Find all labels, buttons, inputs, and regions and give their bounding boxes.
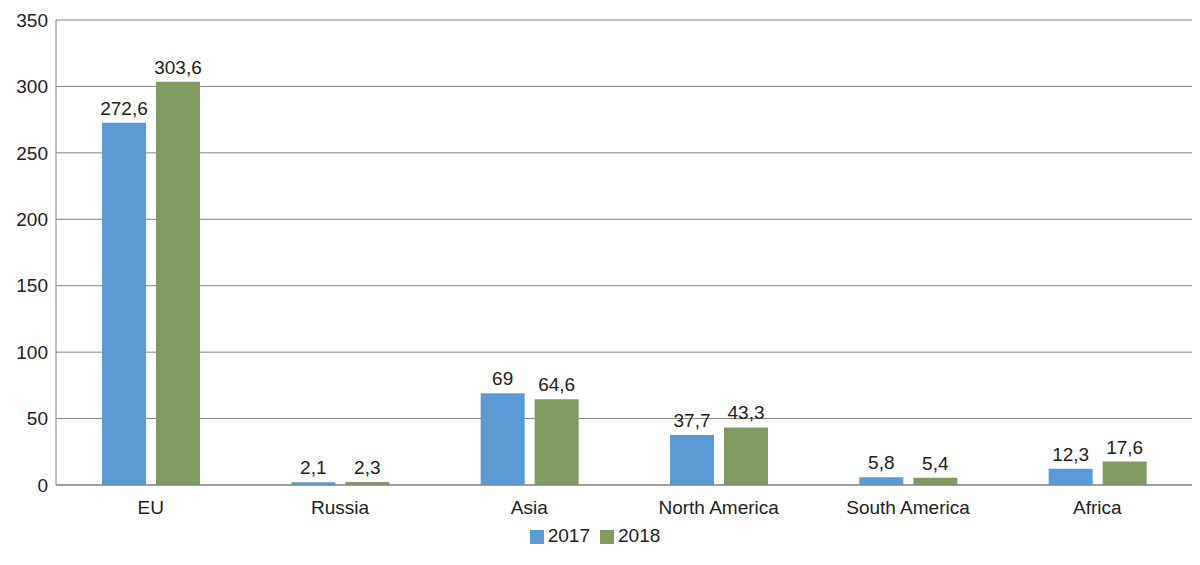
svg-text:69: 69 [492,368,513,389]
svg-text:South America: South America [846,497,970,518]
svg-text:200: 200 [16,209,48,230]
svg-text:150: 150 [16,275,48,296]
svg-text:272,6: 272,6 [100,98,148,119]
svg-text:43,3: 43,3 [728,402,765,423]
svg-text:Asia: Asia [511,497,548,518]
svg-text:300: 300 [16,76,48,97]
svg-text:50: 50 [27,408,48,429]
svg-text:5,8: 5,8 [868,452,894,473]
svg-text:Russia: Russia [311,497,370,518]
svg-text:17,6: 17,6 [1106,437,1143,458]
svg-text:Africa: Africa [1073,497,1122,518]
svg-text:0: 0 [37,475,48,496]
svg-text:2,3: 2,3 [354,457,380,478]
svg-text:350: 350 [16,10,48,31]
svg-text:EU: EU [137,497,163,518]
svg-text:2,1: 2,1 [300,457,326,478]
svg-text:64,6: 64,6 [538,374,575,395]
svg-text:303,6: 303,6 [154,57,202,78]
html-text:2018: 2018 [618,525,661,546]
svg-text:100: 100 [16,342,48,363]
svg-text:12,3: 12,3 [1052,444,1089,465]
svg-text:5,4: 5,4 [922,453,949,474]
svg-text:37,7: 37,7 [674,410,711,431]
svg-text:North America: North America [658,497,779,518]
svg-text:250: 250 [16,143,48,164]
html-text:2017: 2017 [547,525,590,546]
